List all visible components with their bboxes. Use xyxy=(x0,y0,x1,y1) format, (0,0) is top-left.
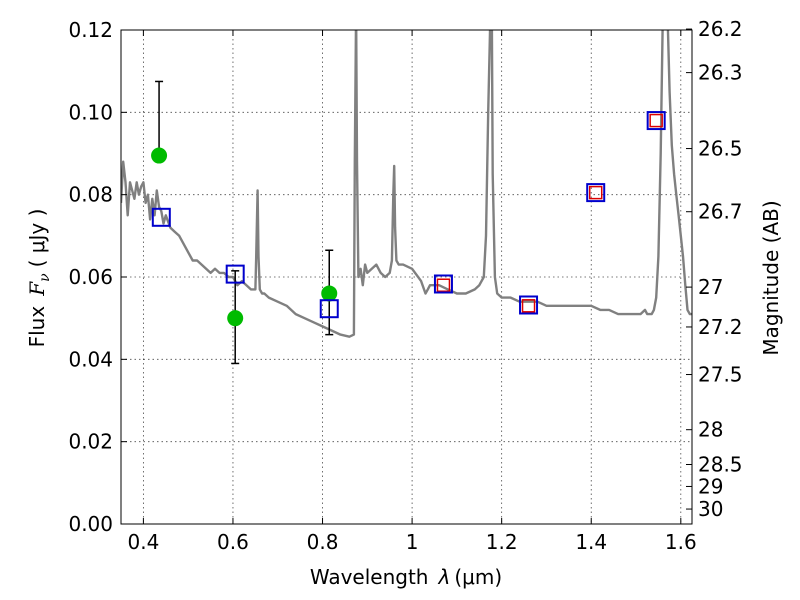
y-tick-label-5: 0.10 xyxy=(68,100,113,124)
mag-tick-label-0: 26.2 xyxy=(698,17,743,41)
model-blue-square-4 xyxy=(519,295,539,315)
mag-tick-label-2: 26.5 xyxy=(698,137,743,161)
model-red-square-3 xyxy=(649,113,663,128)
mag-tick-label-3: 26.7 xyxy=(698,200,743,224)
y-tick-label-3: 0.06 xyxy=(68,265,113,289)
model-points xyxy=(151,111,666,319)
model-spectrum-line xyxy=(121,30,692,338)
model-red-square-0 xyxy=(436,278,451,292)
model-red-square-2 xyxy=(588,185,603,200)
y-tick-label-6: 0.12 xyxy=(68,18,113,42)
model-blue-square-6 xyxy=(646,111,666,131)
mag-tick-label-9: 29 xyxy=(698,474,723,498)
y-axis-label: FluxFν( μJy ) xyxy=(25,209,53,348)
model-blue-square-0 xyxy=(151,207,171,227)
mag-tick-label-5: 27.2 xyxy=(698,315,743,339)
model-spectrum-layer xyxy=(121,30,692,338)
x-tick-label-0: 0.4 xyxy=(127,530,159,554)
x-tick-label-4: 1.2 xyxy=(486,530,518,554)
magnitude-axis-label: Magnitude (AB) xyxy=(759,200,783,355)
y-tick-label-2: 0.04 xyxy=(68,347,113,371)
x-tick-label-5: 1.4 xyxy=(575,530,607,554)
observed-points xyxy=(151,147,338,327)
x-tick-label-2: 0.8 xyxy=(307,530,339,554)
observed-point-1 xyxy=(227,310,244,327)
mag-tick-label-7: 28 xyxy=(698,418,723,442)
mag-tick-label-6: 27.5 xyxy=(698,363,743,387)
mag-tick-label-8: 28.5 xyxy=(698,452,743,476)
model-red-square-1 xyxy=(521,299,536,313)
mag-tick-label-1: 26.3 xyxy=(698,61,743,85)
model-blue-square-5 xyxy=(586,183,606,203)
y-tick-label-4: 0.08 xyxy=(68,183,113,207)
observed-point-2 xyxy=(321,285,338,302)
x-tick-label-1: 0.6 xyxy=(217,530,249,554)
y-tick-label-0: 0.00 xyxy=(68,512,113,536)
mag-tick-label-10: 30 xyxy=(698,497,723,521)
x-axis: 0.4 0.6 0.8 1 1.2 1.4 1.6 xyxy=(127,30,697,554)
x-axis-label: Wavelength λ (μm) xyxy=(310,565,502,589)
model-blue-square-2 xyxy=(319,299,339,319)
grid xyxy=(121,30,692,524)
y-tick-label-1: 0.02 xyxy=(68,430,113,454)
x-tick-label-3: 1 xyxy=(406,530,419,554)
x-tick-label-6: 1.6 xyxy=(665,530,697,554)
model-blue-square-3 xyxy=(433,274,453,294)
y-axis: 0.00 0.02 0.04 0.06 0.08 0.10 0.12 xyxy=(68,18,127,536)
observed-point-0 xyxy=(151,147,168,164)
mag-tick-label-4: 27 xyxy=(698,275,723,299)
model-blue-square-1 xyxy=(225,264,245,284)
